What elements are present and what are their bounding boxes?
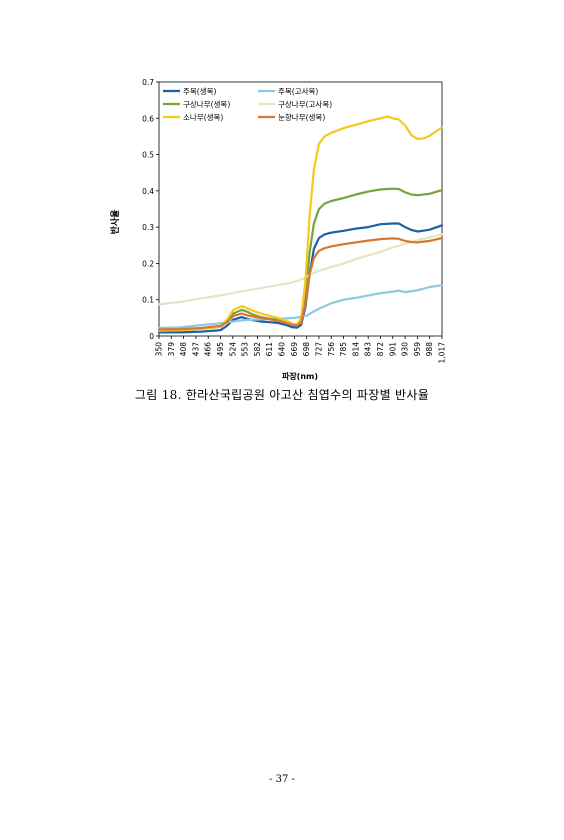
x-tick-label: 727 xyxy=(315,342,324,357)
x-tick-label: 437 xyxy=(191,342,200,357)
legend-label: 구상나무(고사목) xyxy=(278,99,332,109)
legend: 주목(생목) 주목(고사목) 구상나무(생목) 구상나무(고사목) 소나무(생목) 눈향나… xyxy=(163,86,332,122)
x-tick-label: 785 xyxy=(339,342,348,357)
x-tick-label: 843 xyxy=(364,342,373,357)
page-number: - 37 - xyxy=(269,774,295,785)
y-tick-label: 0.5 xyxy=(142,151,154,160)
axes-layer: 0 0.1 0.2 0.3 0.4 0.5 0.6 0.7 350 379 408 437 466 495… xyxy=(142,78,446,363)
series-line-4 xyxy=(157,233,444,306)
series-layer xyxy=(157,115,444,334)
y-tick-label: 0.6 xyxy=(142,114,154,123)
series-line-2 xyxy=(157,284,444,330)
x-axis-label: 파장(nm) xyxy=(282,371,318,381)
x-tick-label: 553 xyxy=(241,342,250,357)
x-tick-label: 1,017 xyxy=(438,342,447,364)
x-tick-label: 669 xyxy=(290,342,299,357)
x-tick-label: 814 xyxy=(351,342,360,357)
y-axis-label: 반사율 xyxy=(109,210,121,235)
legend-label: 소나무(생목) xyxy=(183,112,223,122)
legend-label: 주목(생목) xyxy=(183,86,217,96)
x-tick-label: 930 xyxy=(401,342,410,357)
x-tick-label: 379 xyxy=(167,342,176,357)
x-tick-label: 698 xyxy=(302,342,311,357)
y-tick-label: 0.4 xyxy=(142,187,154,196)
figure-caption: 그림 18. 한라산국립공원 아고산 침엽수의 파장별 반사율 xyxy=(134,388,430,402)
series-line-6 xyxy=(157,236,444,331)
x-tick-label: 756 xyxy=(327,342,336,357)
x-tick-label: 408 xyxy=(179,342,188,357)
x-tick-label: 524 xyxy=(228,342,237,357)
series-line-5 xyxy=(157,115,444,332)
x-tick-label: 872 xyxy=(376,342,385,357)
plot-frame xyxy=(158,81,443,337)
y-tick-label: 0.7 xyxy=(142,78,154,87)
x-tick-label: 959 xyxy=(413,342,422,357)
x-tick-label: 582 xyxy=(253,342,262,357)
y-tick-label: 0.3 xyxy=(142,223,154,232)
x-tick-label: 988 xyxy=(425,342,434,357)
x-tick-label: 901 xyxy=(388,342,397,357)
legend-label: 눈향나무(생목) xyxy=(278,112,325,122)
reflectance-chart: 0 0.1 0.2 0.3 0.4 0.5 0.6 0.7 350 379 408 437 466 495… xyxy=(109,78,447,381)
x-tick-label: 495 xyxy=(216,342,225,357)
x-tick-label: 350 xyxy=(155,342,164,357)
legend-label: 구상나무(생목) xyxy=(183,99,230,109)
y-tick-label: 0 xyxy=(149,332,154,341)
legend-label: 주목(고사목) xyxy=(278,87,318,96)
y-tick-label: 0.2 xyxy=(142,259,154,268)
x-tick-label: 640 xyxy=(278,342,287,357)
x-tick-label: 611 xyxy=(265,342,274,357)
y-tick-label: 0.1 xyxy=(142,296,154,305)
x-tick-label: 466 xyxy=(204,342,213,357)
plot-area xyxy=(158,81,443,337)
